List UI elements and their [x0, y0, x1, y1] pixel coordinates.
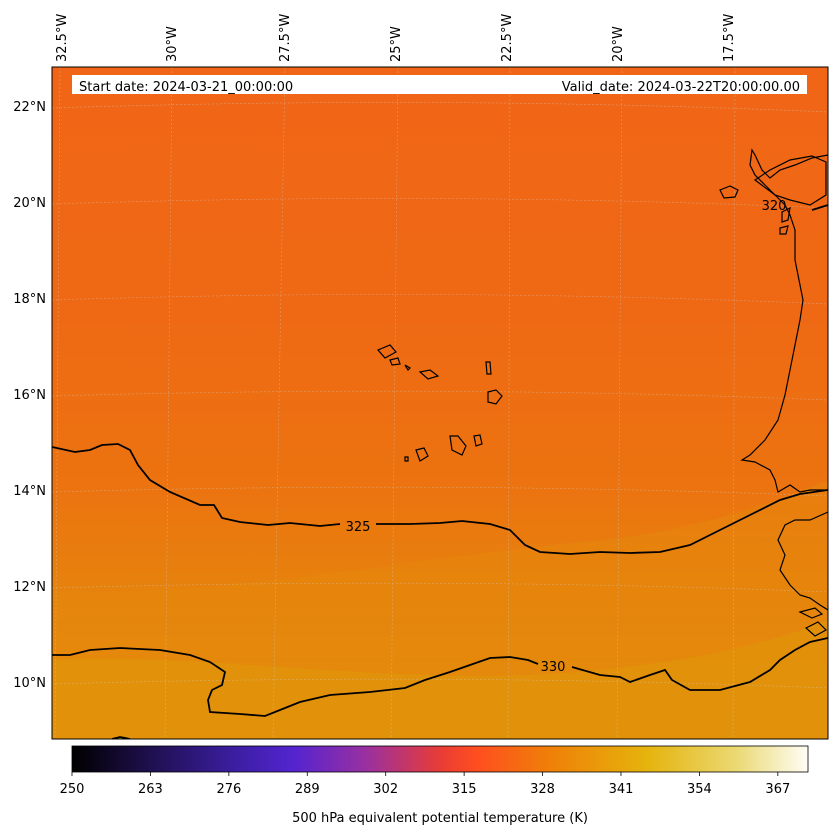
lat-label-20n: 20°N	[13, 196, 46, 211]
colorbar-tick-label: 250	[60, 782, 85, 797]
colorbar-tick-label: 367	[765, 782, 790, 797]
colorbar-tick-label: 276	[216, 782, 241, 797]
lat-label-10n: 10°N	[13, 676, 46, 691]
lon-label-20w: 20°W	[611, 26, 626, 62]
contour-lines	[52, 204, 828, 739]
colorbar-title: 500 hPa equivalent potential temperature…	[292, 811, 588, 826]
colorbar-tick-label: 341	[609, 782, 634, 797]
lat-label-22n: 22°N	[13, 100, 46, 115]
contour-330	[52, 647, 539, 717]
temperature-field	[52, 67, 828, 739]
lat-label-12n: 12°N	[13, 580, 46, 595]
colorbar-tick-label: 263	[138, 782, 163, 797]
lon-label-30w: 30°W	[165, 26, 180, 62]
start-date-label: Start date: 2024-03-21_00:00:00	[79, 80, 293, 95]
colorbar-gradient	[71, 745, 809, 773]
contour-325	[52, 443, 341, 527]
lat-label-14n: 14°N	[13, 484, 46, 499]
colorbar: 250 263 276 289 302 315 328 341 354 367 500 hPa e…	[60, 745, 809, 826]
lat-label-16n: 16°N	[13, 388, 46, 403]
coastlines	[376, 148, 828, 637]
contour-label-320: 320	[762, 199, 787, 214]
lon-label-32.5w: 32.5°W	[55, 14, 70, 62]
colorbar-tick-label: 315	[452, 782, 477, 797]
longitude-labels: 32.5°W 30°W 27.5°W 25°W 22.5°W 20°W 17.5…	[55, 14, 737, 62]
valid-date-label: Valid_date: 2024-03-22T20:00:00.00	[562, 80, 800, 95]
header-box	[72, 75, 807, 94]
colorbar-tick-label: 328	[530, 782, 555, 797]
contour-label-325: 325	[346, 520, 371, 535]
lon-label-22.5w: 22.5°W	[500, 14, 515, 62]
colorbar-tick-label: 302	[373, 782, 398, 797]
latitude-labels: 22°N 20°N 18°N 16°N 14°N 12°N 10°N	[13, 100, 46, 691]
lat-label-18n: 18°N	[13, 292, 46, 307]
colorbar-tick-label: 289	[295, 782, 320, 797]
lon-label-25w: 25°W	[389, 26, 404, 62]
colorbar-tick-label: 354	[687, 782, 712, 797]
lon-label-27.5w: 27.5°W	[278, 14, 293, 62]
lon-label-17.5w: 17.5°W	[722, 14, 737, 62]
contour-label-330: 330	[541, 660, 566, 675]
contour-320	[811, 204, 828, 211]
colorbar-ticks: 250 263 276 289 302 315 328 341 354 367	[60, 772, 790, 797]
map-frame	[51, 66, 829, 740]
